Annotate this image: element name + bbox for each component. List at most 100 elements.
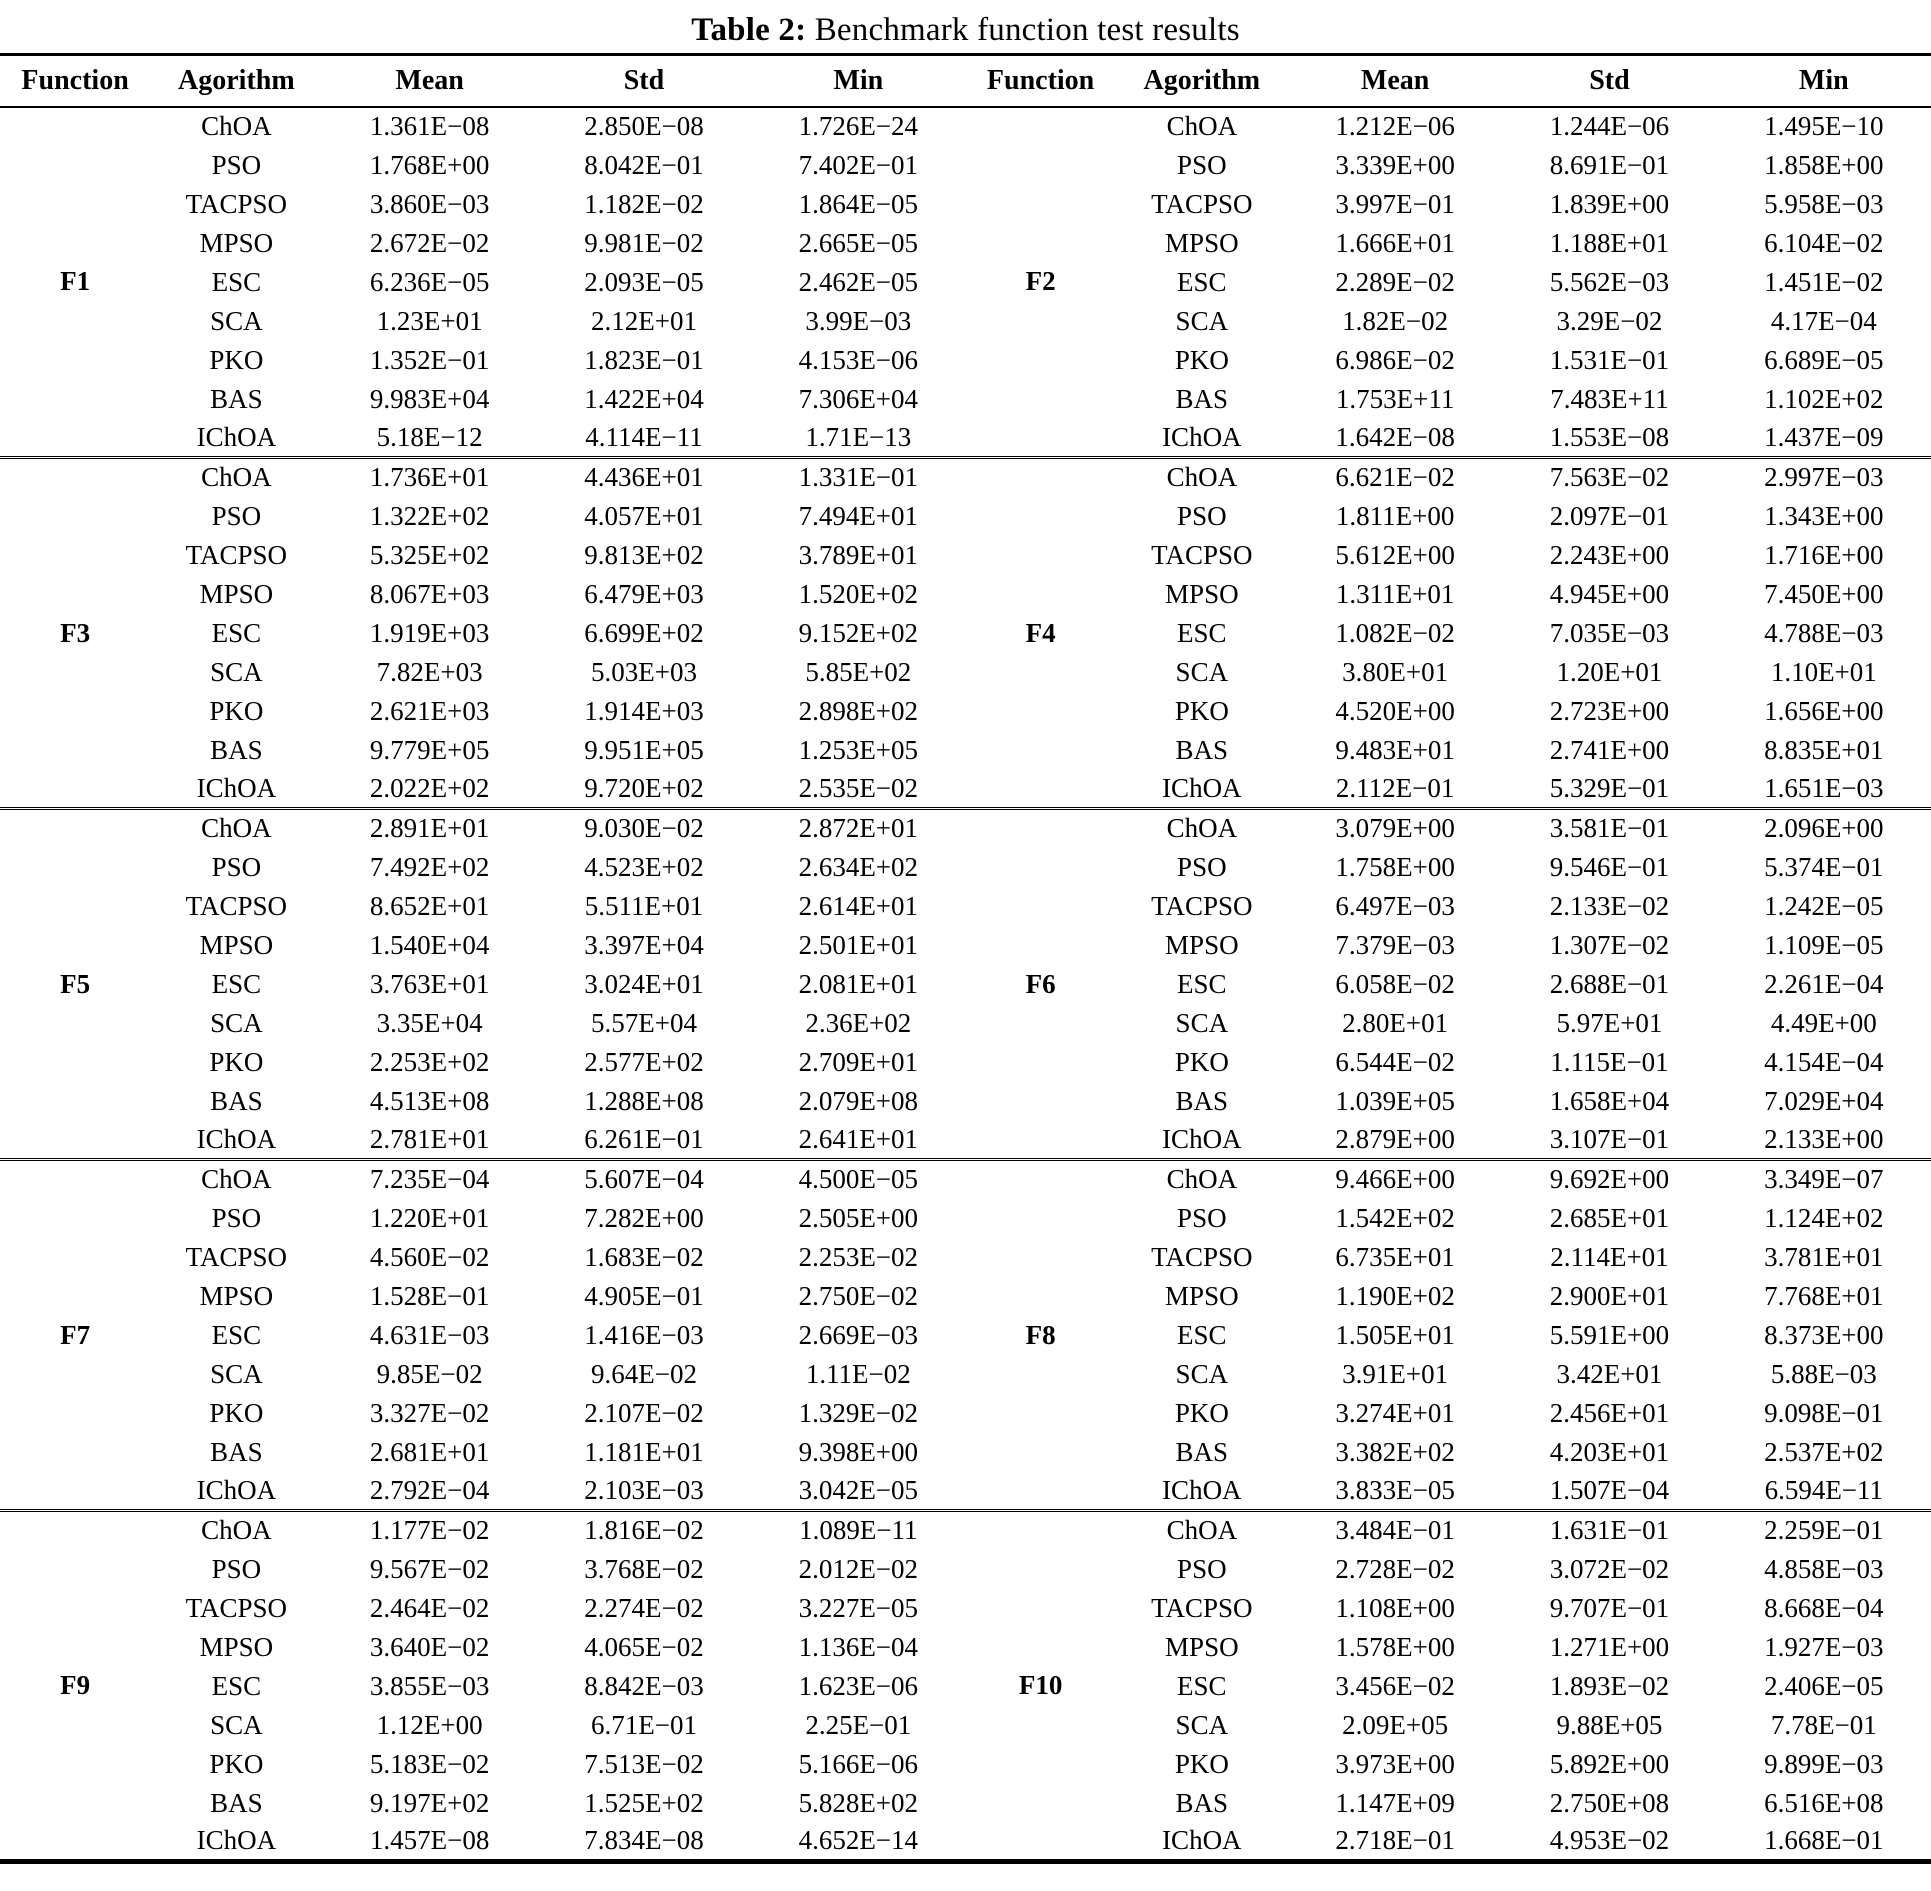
algorithm-cell: PSO <box>1177 1553 1227 1584</box>
algorithm-cell: IChOA <box>1162 772 1242 803</box>
mean-cell: 9.466E+00 <box>1335 1164 1455 1195</box>
std-cell: 3.29E−02 <box>1556 305 1663 336</box>
mean-cell: 4.560E−02 <box>369 1241 490 1272</box>
std-cell: 1.416E−03 <box>584 1319 704 1350</box>
table-row: PKO 1.352E−01 1.823E−01 4.153E−06 PKO 6.986E−… <box>0 341 1931 380</box>
min-cell: 4.153E−06 <box>798 344 919 375</box>
std-cell: 5.97E+01 <box>1556 1007 1663 1038</box>
algorithm-cell: ESC <box>211 968 262 999</box>
algorithm-cell: IChOA <box>196 1123 277 1154</box>
table-row: ESC 3.763E+01 3.024E+01 2.081E+01 ESC 6.058E−… <box>0 965 1931 1004</box>
table-row: SCA 3.35E+04 5.57E+04 2.36E+02 SCA 2.80E+01 5.… <box>0 1004 1931 1043</box>
std-cell: 4.114E−11 <box>585 421 703 452</box>
mean-cell: 3.997E−01 <box>1335 188 1455 219</box>
std-cell: 1.288E+08 <box>584 1085 704 1116</box>
mean-cell: 1.23E+01 <box>376 305 483 336</box>
std-cell: 6.699E+02 <box>584 617 704 648</box>
mean-cell: 1.82E−02 <box>1342 305 1449 336</box>
std-cell: 1.525E+02 <box>584 1787 704 1818</box>
mean-cell: 5.183E−02 <box>369 1748 490 1779</box>
std-cell: 2.688E−01 <box>1549 968 1670 999</box>
algorithm-cell: BAS <box>1175 734 1229 765</box>
min-cell: 2.36E+02 <box>805 1007 912 1038</box>
std-cell: 1.658E+04 <box>1549 1085 1670 1116</box>
std-cell: 9.692E+00 <box>1549 1164 1670 1195</box>
min-cell: 2.079E+08 <box>798 1085 919 1116</box>
std-cell: 1.115E−01 <box>1550 1046 1669 1077</box>
std-cell: 5.57E+04 <box>590 1007 697 1038</box>
mean-cell: 6.621E−02 <box>1335 462 1455 493</box>
algorithm-cell: ChOA <box>201 1164 272 1195</box>
algorithm-cell: MPSO <box>1165 929 1239 960</box>
std-cell: 3.024E+01 <box>584 968 704 999</box>
algorithm-cell: ChOA <box>1166 111 1238 141</box>
std-cell: 4.203E+01 <box>1549 1436 1670 1467</box>
algorithm-cell: PSO <box>211 1553 262 1584</box>
algorithm-cell: MPSO <box>199 929 274 960</box>
std-cell: 3.397E+04 <box>584 929 704 960</box>
algorithm-cell: ChOA <box>1166 813 1238 844</box>
column-header-min-left: Min <box>833 64 884 96</box>
mean-cell: 1.457E−08 <box>369 1825 490 1856</box>
mean-cell: 1.177E−02 <box>369 1515 490 1546</box>
table-row: PSO 7.492E+02 4.523E+02 2.634E+02 PSO 1.758E+… <box>0 848 1931 887</box>
min-cell: 7.768E+01 <box>1764 1280 1884 1311</box>
table-row: ESC 1.919E+03 6.699E+02 9.152E+02 ESC 1.082E−… <box>0 614 1931 653</box>
mean-cell: 8.067E+03 <box>369 578 490 609</box>
std-cell: 1.683E−02 <box>584 1241 704 1272</box>
column-header-function-left: Function <box>21 64 129 96</box>
table-title-label: Table 2: <box>691 12 807 48</box>
algorithm-cell: PSO <box>1177 500 1227 531</box>
mean-cell: 3.80E+01 <box>1342 656 1449 687</box>
mean-cell: 7.379E−03 <box>1335 929 1455 960</box>
min-cell: 5.85E+02 <box>805 656 912 687</box>
algorithm-cell: PKO <box>1174 344 1229 375</box>
min-cell: 2.614E+01 <box>798 890 919 921</box>
algorithm-cell: BAS <box>1175 1787 1229 1818</box>
mean-cell: 2.09E+05 <box>1342 1709 1449 1740</box>
header-row: Function Agorithm Mean Std Min Function … <box>0 55 1931 107</box>
algorithm-cell: PKO <box>1174 1748 1229 1779</box>
table-row: ESC 3.855E−03 8.842E−03 1.623E−06 ESC 3.456E−… <box>0 1667 1931 1706</box>
table-row: MPSO 1.540E+04 3.397E+04 2.501E+01 MPSO 7.379… <box>0 926 1931 965</box>
std-cell: 4.057E+01 <box>584 500 704 531</box>
mean-cell: 1.039E+05 <box>1335 1085 1455 1116</box>
min-cell: 2.665E−05 <box>798 227 919 258</box>
min-cell: 5.166E−06 <box>798 1748 919 1779</box>
algorithm-cell: PKO <box>1174 695 1229 726</box>
table-row: BAS 4.513E+08 1.288E+08 2.079E+08 BAS 1.039E+… <box>0 1082 1931 1121</box>
min-cell: 1.668E−01 <box>1764 1825 1884 1856</box>
mean-cell: 3.327E−02 <box>369 1397 490 1428</box>
min-cell: 1.495E−10 <box>1764 111 1884 141</box>
std-cell: 1.531E−01 <box>1549 344 1670 375</box>
algorithm-cell: IChOA <box>196 1474 277 1505</box>
mean-cell: 3.484E−01 <box>1335 1515 1455 1546</box>
algorithm-cell: IChOA <box>1162 1825 1242 1856</box>
table-title: Table 2: Benchmark function test results <box>0 0 1931 53</box>
std-cell: 8.691E−01 <box>1549 149 1670 180</box>
algorithm-cell: MPSO <box>1165 227 1239 258</box>
std-cell: 9.64E−02 <box>590 1358 697 1389</box>
std-cell: 1.631E−01 <box>1549 1515 1670 1546</box>
mean-cell: 1.147E+09 <box>1335 1787 1455 1818</box>
mean-cell: 3.339E+00 <box>1335 149 1455 180</box>
mean-cell: 1.082E−02 <box>1335 617 1455 648</box>
algorithm-cell: IChOA <box>196 1825 277 1856</box>
mean-cell: 1.768E+00 <box>369 149 490 180</box>
min-cell: 1.10E+01 <box>1770 656 1877 687</box>
function-block-F7-F8: F7 ChOA 7.235E−04 5.607E−04 4.500E−05 F8 ChOA 9… <box>0 1159 1931 1511</box>
column-header-mean-left: Mean <box>395 64 464 96</box>
std-cell: 2.685E+01 <box>1549 1202 1670 1233</box>
min-cell: 1.726E−24 <box>798 111 919 141</box>
algorithm-cell: PKO <box>209 1397 264 1428</box>
min-cell: 2.709E+01 <box>798 1046 919 1077</box>
table-row: TACPSO 3.860E−03 1.182E−02 1.864E−05 TACPSO 3… <box>0 185 1931 224</box>
algorithm-cell: ChOA <box>201 462 272 493</box>
algorithm-cell: ESC <box>1177 1319 1227 1350</box>
table-row: MPSO 8.067E+03 6.479E+03 1.520E+02 MPSO 1.311… <box>0 575 1931 614</box>
std-cell: 4.065E−02 <box>584 1631 704 1662</box>
std-cell: 1.553E−08 <box>1549 421 1670 452</box>
min-cell: 3.781E+01 <box>1764 1241 1884 1272</box>
mean-cell: 1.212E−06 <box>1335 111 1455 141</box>
std-cell: 8.042E−01 <box>584 149 704 180</box>
